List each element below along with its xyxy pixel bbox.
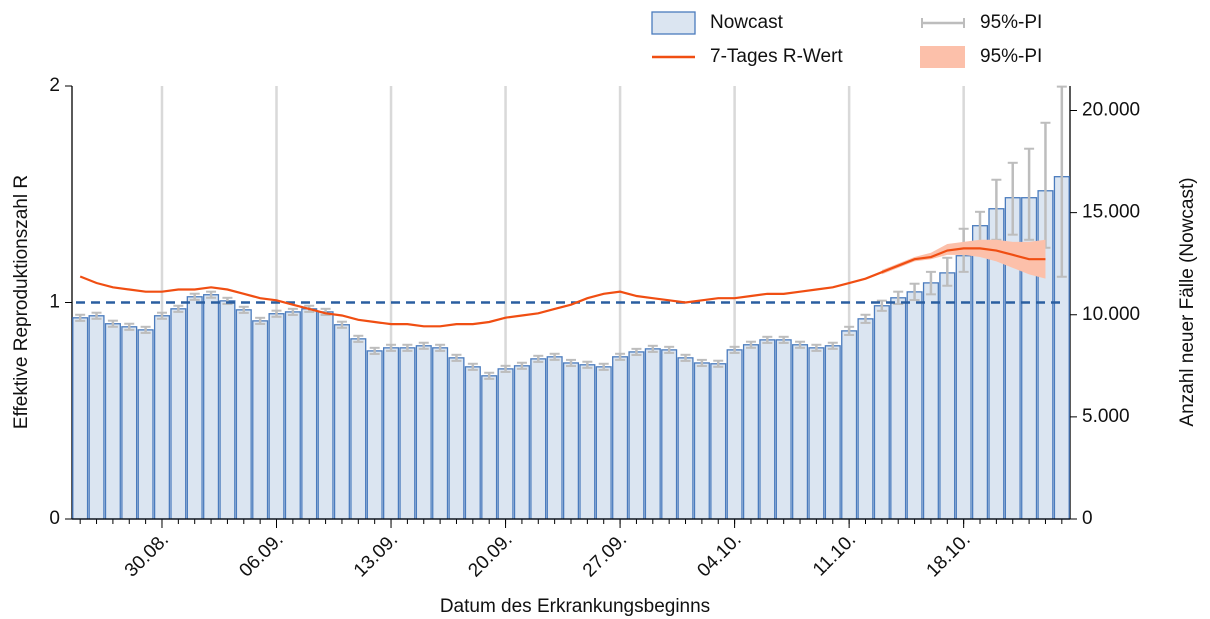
bar (203, 294, 220, 520)
legend-label: Nowcast (710, 12, 784, 33)
bar (137, 329, 154, 520)
bar (432, 347, 449, 520)
bar (219, 300, 236, 520)
bar (742, 344, 759, 520)
bar (955, 255, 972, 520)
bar (121, 326, 138, 520)
bar (186, 296, 203, 520)
bar (824, 345, 841, 520)
bar (399, 347, 416, 520)
bar (383, 347, 400, 520)
bar (448, 357, 465, 520)
bar (350, 338, 367, 520)
bar (366, 350, 383, 520)
x-tick-label: 30.08. (121, 529, 173, 581)
bar (759, 339, 776, 520)
x-tick-label: 18.10. (923, 529, 975, 581)
bar (873, 305, 890, 520)
bar (72, 317, 89, 520)
y2-tick-label: 0 (1082, 508, 1093, 529)
legend-label: 95%-PI (980, 12, 1042, 33)
pi-band (881, 239, 1046, 279)
bar (628, 351, 645, 520)
x-tick-label: 11.10. (809, 529, 860, 580)
bar (333, 324, 350, 520)
bar (693, 362, 710, 520)
bar (595, 366, 612, 520)
bar (644, 348, 661, 520)
bar (939, 272, 956, 520)
bar (579, 364, 596, 520)
bar (890, 297, 907, 520)
legend-band (920, 46, 965, 68)
bar (415, 345, 432, 520)
y2-tick-label: 15.000 (1082, 202, 1140, 223)
bar (808, 347, 825, 520)
x-tick-label: 20.09. (464, 529, 516, 581)
r-line (79, 247, 1046, 328)
bar (841, 330, 858, 520)
bar (857, 318, 874, 520)
bar (775, 339, 792, 520)
y2-tick-label: 20.000 (1082, 100, 1140, 121)
bar (317, 311, 334, 520)
bar (104, 323, 121, 520)
x-tick-label: 13.09. (350, 529, 402, 581)
x-axis-title: Datum des Erkrankungsbeginns (440, 596, 710, 617)
bar (252, 320, 269, 520)
bar (235, 309, 252, 520)
bar (906, 291, 923, 520)
bar (710, 363, 727, 520)
bar (481, 375, 498, 520)
legend-label: 95%-PI (980, 46, 1042, 67)
bar (562, 362, 580, 520)
bar (497, 368, 514, 520)
x-tick-label: 04.10. (693, 529, 745, 581)
y2-tick-label: 10.000 (1082, 304, 1140, 325)
bar (971, 225, 989, 520)
y2-axis-title: Anzahl neuer Fälle (Nowcast) (1177, 177, 1198, 426)
legend-swatch (651, 11, 696, 35)
bar (530, 358, 547, 520)
bar (301, 308, 318, 520)
bar (513, 365, 530, 520)
y-axis-title: Effektive Reproduktionszahl R (11, 175, 32, 429)
y-tick-label: 2 (49, 75, 60, 96)
bar (88, 315, 105, 520)
y-tick-label: 1 (49, 292, 60, 313)
bar (661, 349, 678, 520)
bar (268, 313, 285, 520)
bar (677, 357, 694, 520)
x-tick-label: 27.09. (579, 529, 631, 581)
bar (464, 366, 481, 520)
bar (726, 349, 743, 520)
legend-label: 7-Tages R-Wert (710, 46, 843, 67)
bar (612, 356, 629, 520)
bar (170, 308, 187, 520)
bar (792, 344, 809, 520)
bar (922, 282, 939, 520)
y-tick-label: 0 (49, 508, 60, 529)
bar (153, 315, 171, 520)
x-tick-label: 06.09. (235, 529, 287, 581)
bar (546, 356, 563, 520)
y2-tick-label: 5.000 (1082, 406, 1130, 427)
bar (284, 311, 301, 520)
